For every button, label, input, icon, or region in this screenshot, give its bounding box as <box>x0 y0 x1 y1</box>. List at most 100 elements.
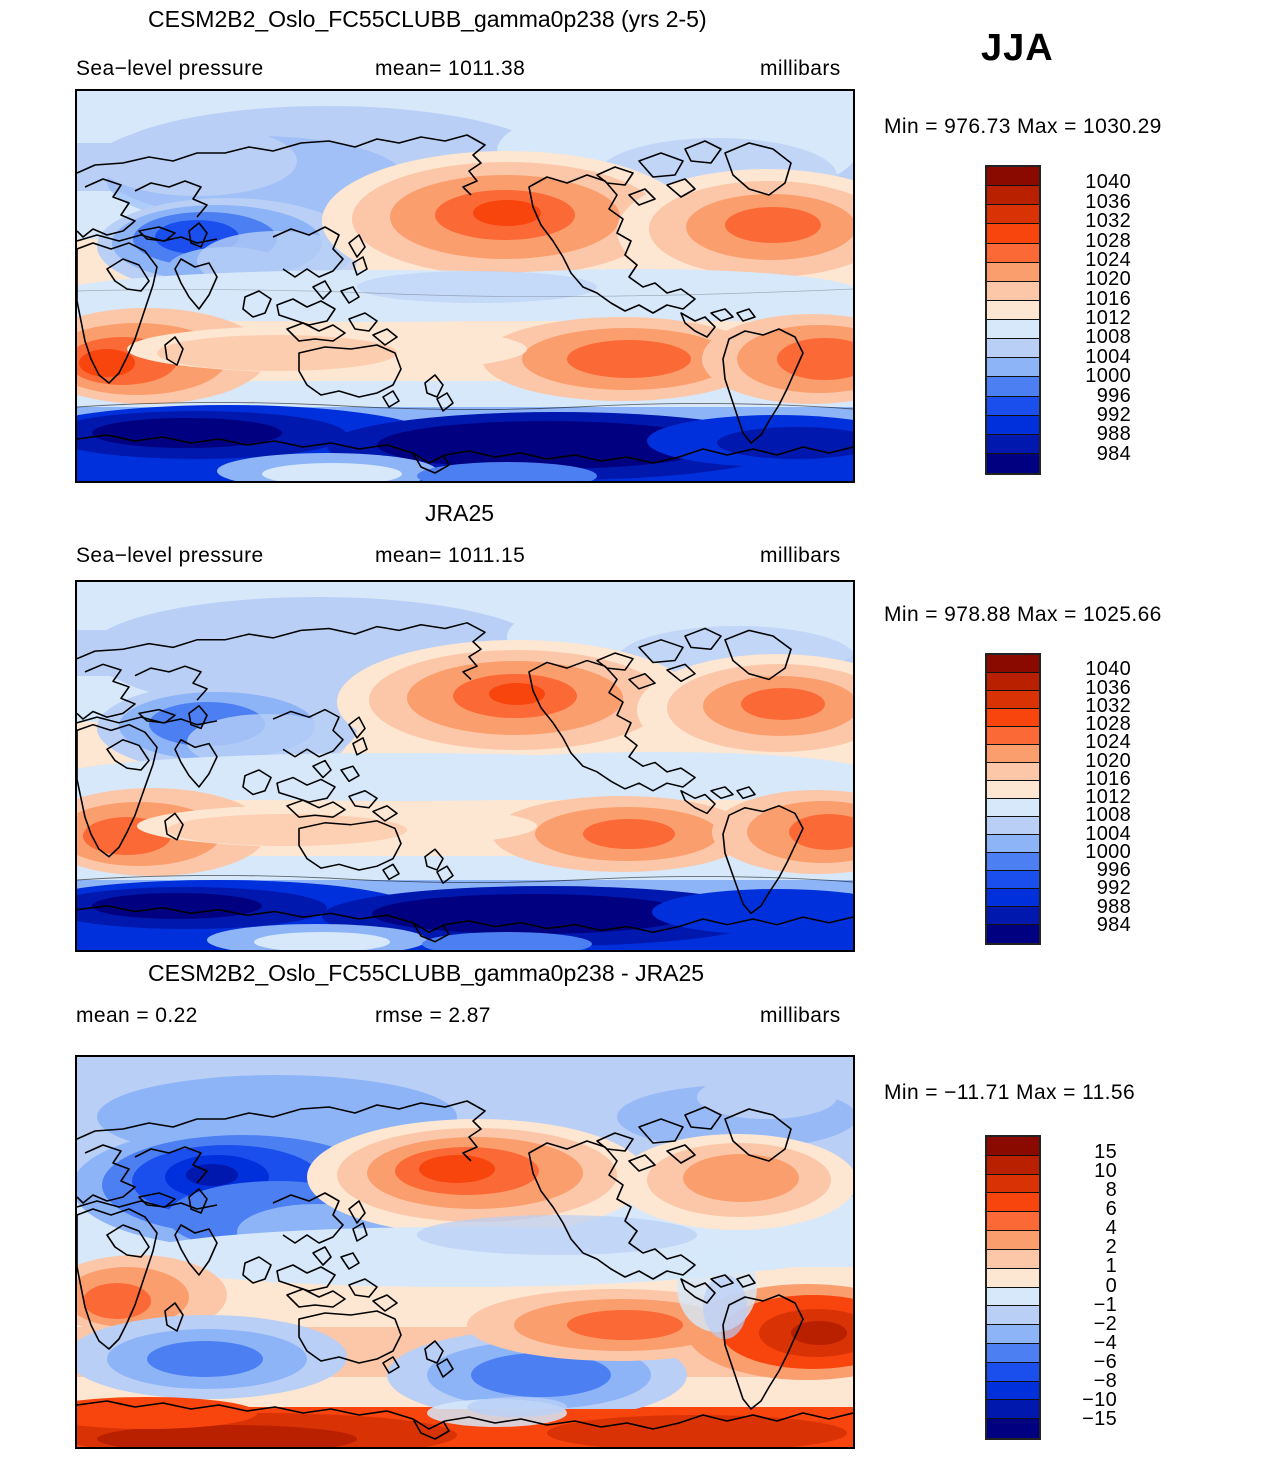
panel-3-mean-label: mean = 0.22 <box>76 1004 198 1027</box>
colorbar-tick-label: 1028 <box>1085 713 1131 735</box>
colorbar-swatch <box>987 691 1039 709</box>
panel-3-colorbar: 15 10 8 6 4 2 1 0 −1 −2 −4 −6 −8 −10 −15 <box>985 1135 1215 1440</box>
colorbar-swatch <box>987 262 1039 282</box>
panel-2-colorbar: 1040 1036 1032 1028 1024 1020 1016 1012 1008 1004… <box>985 653 1215 945</box>
colorbar-tick-label: 1036 <box>1085 676 1131 699</box>
colorbar-tick-label: 1020 <box>1085 268 1131 291</box>
panel-2-title: JRA25 <box>425 500 495 526</box>
colorbar-tick-label: 988 <box>1096 423 1131 446</box>
colorbar-swatch <box>987 853 1039 871</box>
colorbar-swatch <box>987 339 1039 359</box>
colorbar-tick-label: 1008 <box>1085 326 1131 349</box>
panel-1-map <box>75 89 855 483</box>
colorbar-swatch <box>987 709 1039 727</box>
coastlines <box>77 622 853 943</box>
colorbar-swatch <box>987 377 1039 397</box>
colorbar-swatch <box>987 763 1039 781</box>
colorbar-swatch <box>987 1343 1039 1363</box>
coastlines <box>77 134 853 474</box>
colorbar-tick-label: 1012 <box>1085 786 1131 808</box>
colorbar-tick-label: 1032 <box>1085 694 1131 717</box>
colorbar-swatch <box>987 320 1039 340</box>
colorbar-tick-label: 984 <box>1096 913 1131 936</box>
colorbar-tick-label: 0 <box>1105 1274 1117 1297</box>
panel-2-units-label: millibars <box>760 544 841 567</box>
panel-2-variable-label: Sea−level pressure <box>76 544 264 567</box>
colorbar-swatch <box>987 434 1039 454</box>
colorbar-tick-label: 1004 <box>1085 345 1131 368</box>
colorbar-tick-label: 1032 <box>1085 210 1131 233</box>
colorbar-tick-label: 8 <box>1105 1179 1117 1202</box>
panel-1-mean-label: mean= 1011.38 <box>375 57 526 80</box>
panel-3-units-label: millibars <box>760 1004 841 1027</box>
colorbar-tick-label: 1016 <box>1085 767 1131 790</box>
panel-1-colorbar: 1040 1036 1032 1028 1024 1020 1016 1012 1008 1004… <box>985 165 1215 475</box>
colorbar-tick-label: 996 <box>1096 384 1131 407</box>
colorbar-swatch <box>987 205 1039 225</box>
colorbar-swatch <box>987 673 1039 691</box>
panel-3-map-svg <box>77 1057 853 1447</box>
colorbar-swatch <box>987 1155 1039 1175</box>
colorbar-tick-label: 992 <box>1096 403 1131 426</box>
panel-1-colorbar-labels: 1040 1036 1032 1028 1024 1020 1016 1012 1008 1004… <box>1045 165 1131 475</box>
colorbar-tick-label: 1040 <box>1085 658 1131 681</box>
panel-2-map-svg <box>77 582 853 950</box>
colorbar-tick-label: −15 <box>1082 1407 1117 1430</box>
panel-2-mean-label: mean= 1011.15 <box>375 544 526 567</box>
panel-3-map <box>75 1055 855 1449</box>
colorbar-swatch <box>987 358 1039 378</box>
colorbar-tick-label: 1028 <box>1085 229 1131 252</box>
colorbar-tick-label: 1000 <box>1085 365 1131 388</box>
colorbar-swatch <box>987 727 1039 745</box>
colorbar-swatch <box>987 871 1039 889</box>
colorbar-swatch <box>987 396 1039 416</box>
colorbar-swatch <box>987 300 1039 320</box>
colorbar-tick-label: −4 <box>1093 1331 1117 1354</box>
colorbar-swatch <box>987 1381 1039 1401</box>
season-label: JJA <box>981 27 1054 69</box>
panel-2-minmax: Min = 978.88 Max = 1025.66 <box>884 603 1162 626</box>
colorbar-swatch <box>987 281 1039 301</box>
colorbar-swatch <box>987 889 1039 907</box>
colorbar-tick-label: 1012 <box>1085 307 1131 329</box>
colorbar-swatch <box>987 1193 1039 1213</box>
colorbar-tick-label: 1008 <box>1085 804 1131 827</box>
colorbar-tick-label: 1 <box>1105 1255 1117 1278</box>
colorbar-tick-label: −8 <box>1093 1369 1117 1392</box>
panel-3-colorbar-labels: 15 10 8 6 4 2 1 0 −1 −2 −4 −6 −8 −10 −15 <box>1045 1135 1117 1440</box>
colorbar-swatch <box>987 1306 1039 1326</box>
colorbar-tick-label: 992 <box>1096 877 1131 900</box>
colorbar-tick-label: −1 <box>1093 1293 1117 1316</box>
colorbar-tick-label: 2 <box>1105 1236 1117 1259</box>
colorbar-tick-label: 1036 <box>1085 190 1131 213</box>
colorbar-tick-label: 6 <box>1105 1198 1117 1221</box>
colorbar-tick-label: 996 <box>1096 859 1131 881</box>
colorbar-swatch <box>987 1231 1039 1250</box>
colorbar-swatch <box>987 907 1039 925</box>
colorbar-swatch <box>987 1249 1039 1269</box>
colorbar-tick-label: 988 <box>1096 895 1131 918</box>
panel-2-colorbar-labels: 1040 1036 1032 1028 1024 1020 1016 1012 1008 1004… <box>1045 653 1131 945</box>
colorbar-swatch <box>987 453 1039 473</box>
colorbar-swatch <box>987 781 1039 799</box>
colorbar-tick-label: 15 <box>1094 1141 1117 1164</box>
colorbar-swatch <box>987 1362 1039 1382</box>
colorbar-swatch <box>987 1174 1039 1194</box>
colorbar-swatch <box>987 655 1039 673</box>
colorbar-tick-label: 1016 <box>1085 287 1131 310</box>
colorbar-tick-label: −10 <box>1082 1388 1117 1411</box>
panel-1-variable-label: Sea−level pressure <box>76 57 264 80</box>
colorbar-swatch <box>987 1137 1039 1156</box>
colorbar-tick-label: 1000 <box>1085 840 1131 863</box>
panel-1-units-label: millibars <box>760 57 841 80</box>
colorbar-tick-label: 1040 <box>1085 171 1131 194</box>
colorbar-tick-label: 1020 <box>1085 749 1131 772</box>
colorbar-swatch <box>987 817 1039 835</box>
colorbar-tick-label: −6 <box>1093 1350 1117 1373</box>
colorbar-tick-label: 1024 <box>1085 248 1131 271</box>
colorbar-tick-label: 1024 <box>1085 731 1131 754</box>
colorbar-swatch <box>987 925 1039 943</box>
coastlines <box>77 1100 853 1440</box>
panel-1-map-svg <box>77 91 853 481</box>
panel-2-colorbar-swatches <box>985 653 1041 945</box>
